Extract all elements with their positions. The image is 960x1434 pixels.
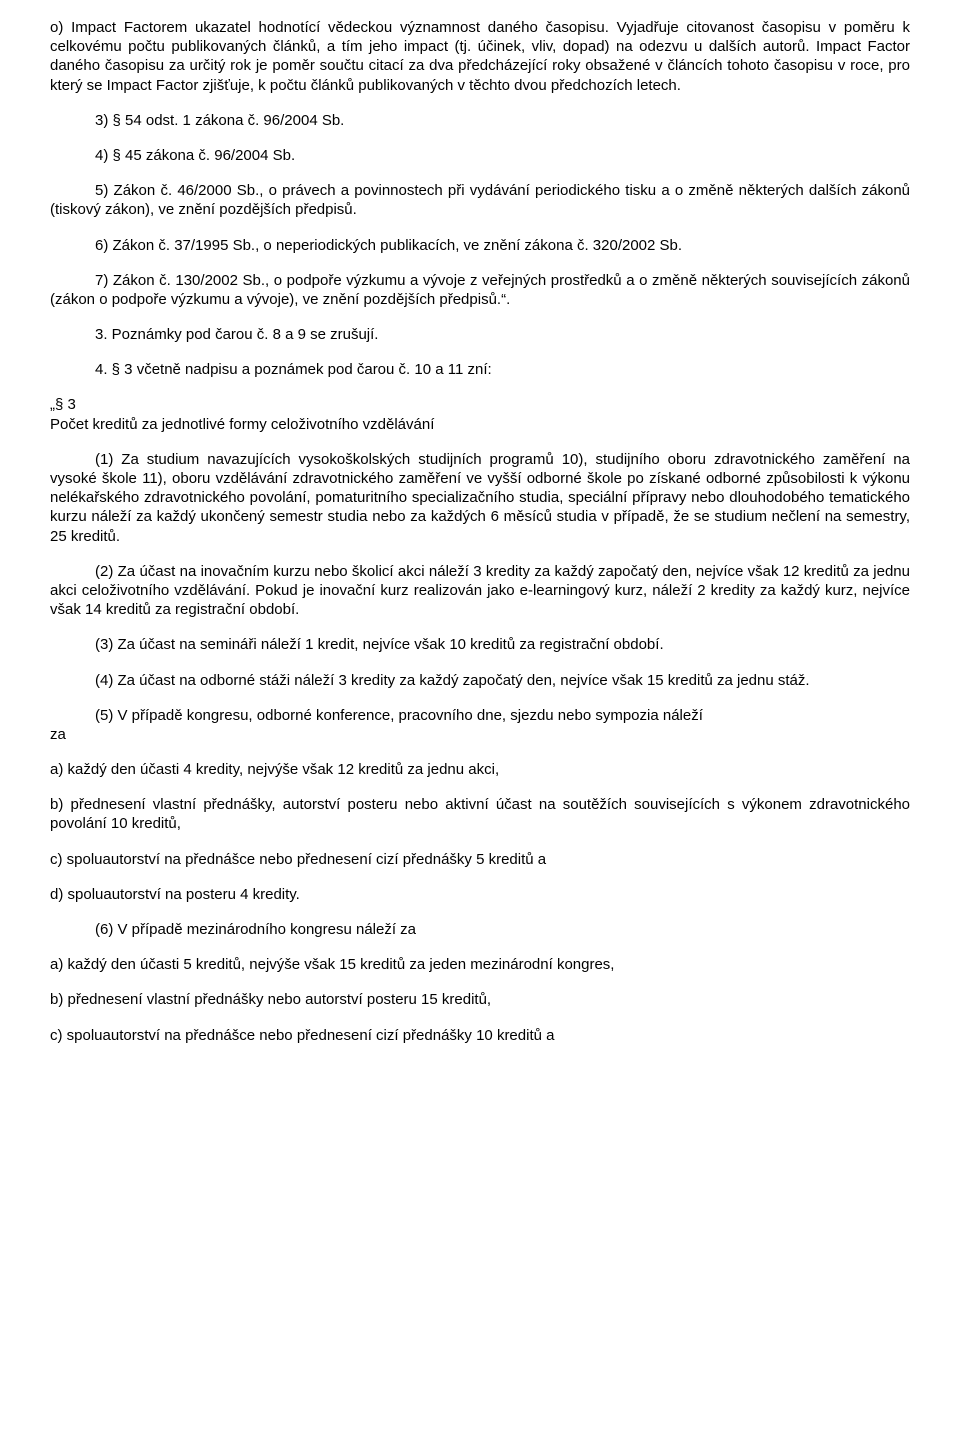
item-6b: b) přednesení vlastní přednášky nebo aut… (50, 990, 910, 1009)
footnote-4: 4) § 45 zákona č. 96/2004 Sb. (50, 146, 910, 165)
note-4: 4. § 3 včetně nadpisu a poznámek pod čar… (50, 360, 910, 379)
subsection-3: (3) Za účast na semináři náleží 1 kredit… (50, 635, 910, 654)
subsection-4: (4) Za účast na odborné stáži náleží 3 k… (50, 671, 910, 690)
item-6c: c) spoluautorství na přednášce nebo před… (50, 1026, 910, 1045)
item-5d: d) spoluautorství na posteru 4 kredity. (50, 885, 910, 904)
footnote-5: 5) Zákon č. 46/2000 Sb., o právech a pov… (50, 181, 910, 219)
subsection-2: (2) Za účast na inovačním kurzu nebo ško… (50, 562, 910, 620)
note-3: 3. Poznámky pod čarou č. 8 a 9 se zrušuj… (50, 325, 910, 344)
footnote-7: 7) Zákon č. 130/2002 Sb., o podpoře výzk… (50, 271, 910, 309)
section-3-title: Počet kreditů za jednotlivé formy celoži… (50, 415, 910, 434)
item-5b: b) přednesení vlastní přednášky, autorst… (50, 795, 910, 833)
item-5a: a) každý den účasti 4 kredity, nejvýše v… (50, 760, 910, 779)
subsection-5-line: (5) V případě kongresu, odborné konferen… (50, 706, 910, 725)
item-6a: a) každý den účasti 5 kreditů, nejvýše v… (50, 955, 910, 974)
paragraph-o: o) Impact Factorem ukazatel hodnotící vě… (50, 18, 910, 95)
subsection-5-za: za (50, 725, 910, 744)
section-3-marker: „§ 3 (50, 395, 910, 414)
footnote-3: 3) § 54 odst. 1 zákona č. 96/2004 Sb. (50, 111, 910, 130)
item-5c: c) spoluautorství na přednášce nebo před… (50, 850, 910, 869)
subsection-1: (1) Za studium navazujících vysokoškolsk… (50, 450, 910, 546)
subsection-6: (6) V případě mezinárodního kongresu nál… (50, 920, 910, 939)
footnote-6: 6) Zákon č. 37/1995 Sb., o neperiodickýc… (50, 236, 910, 255)
